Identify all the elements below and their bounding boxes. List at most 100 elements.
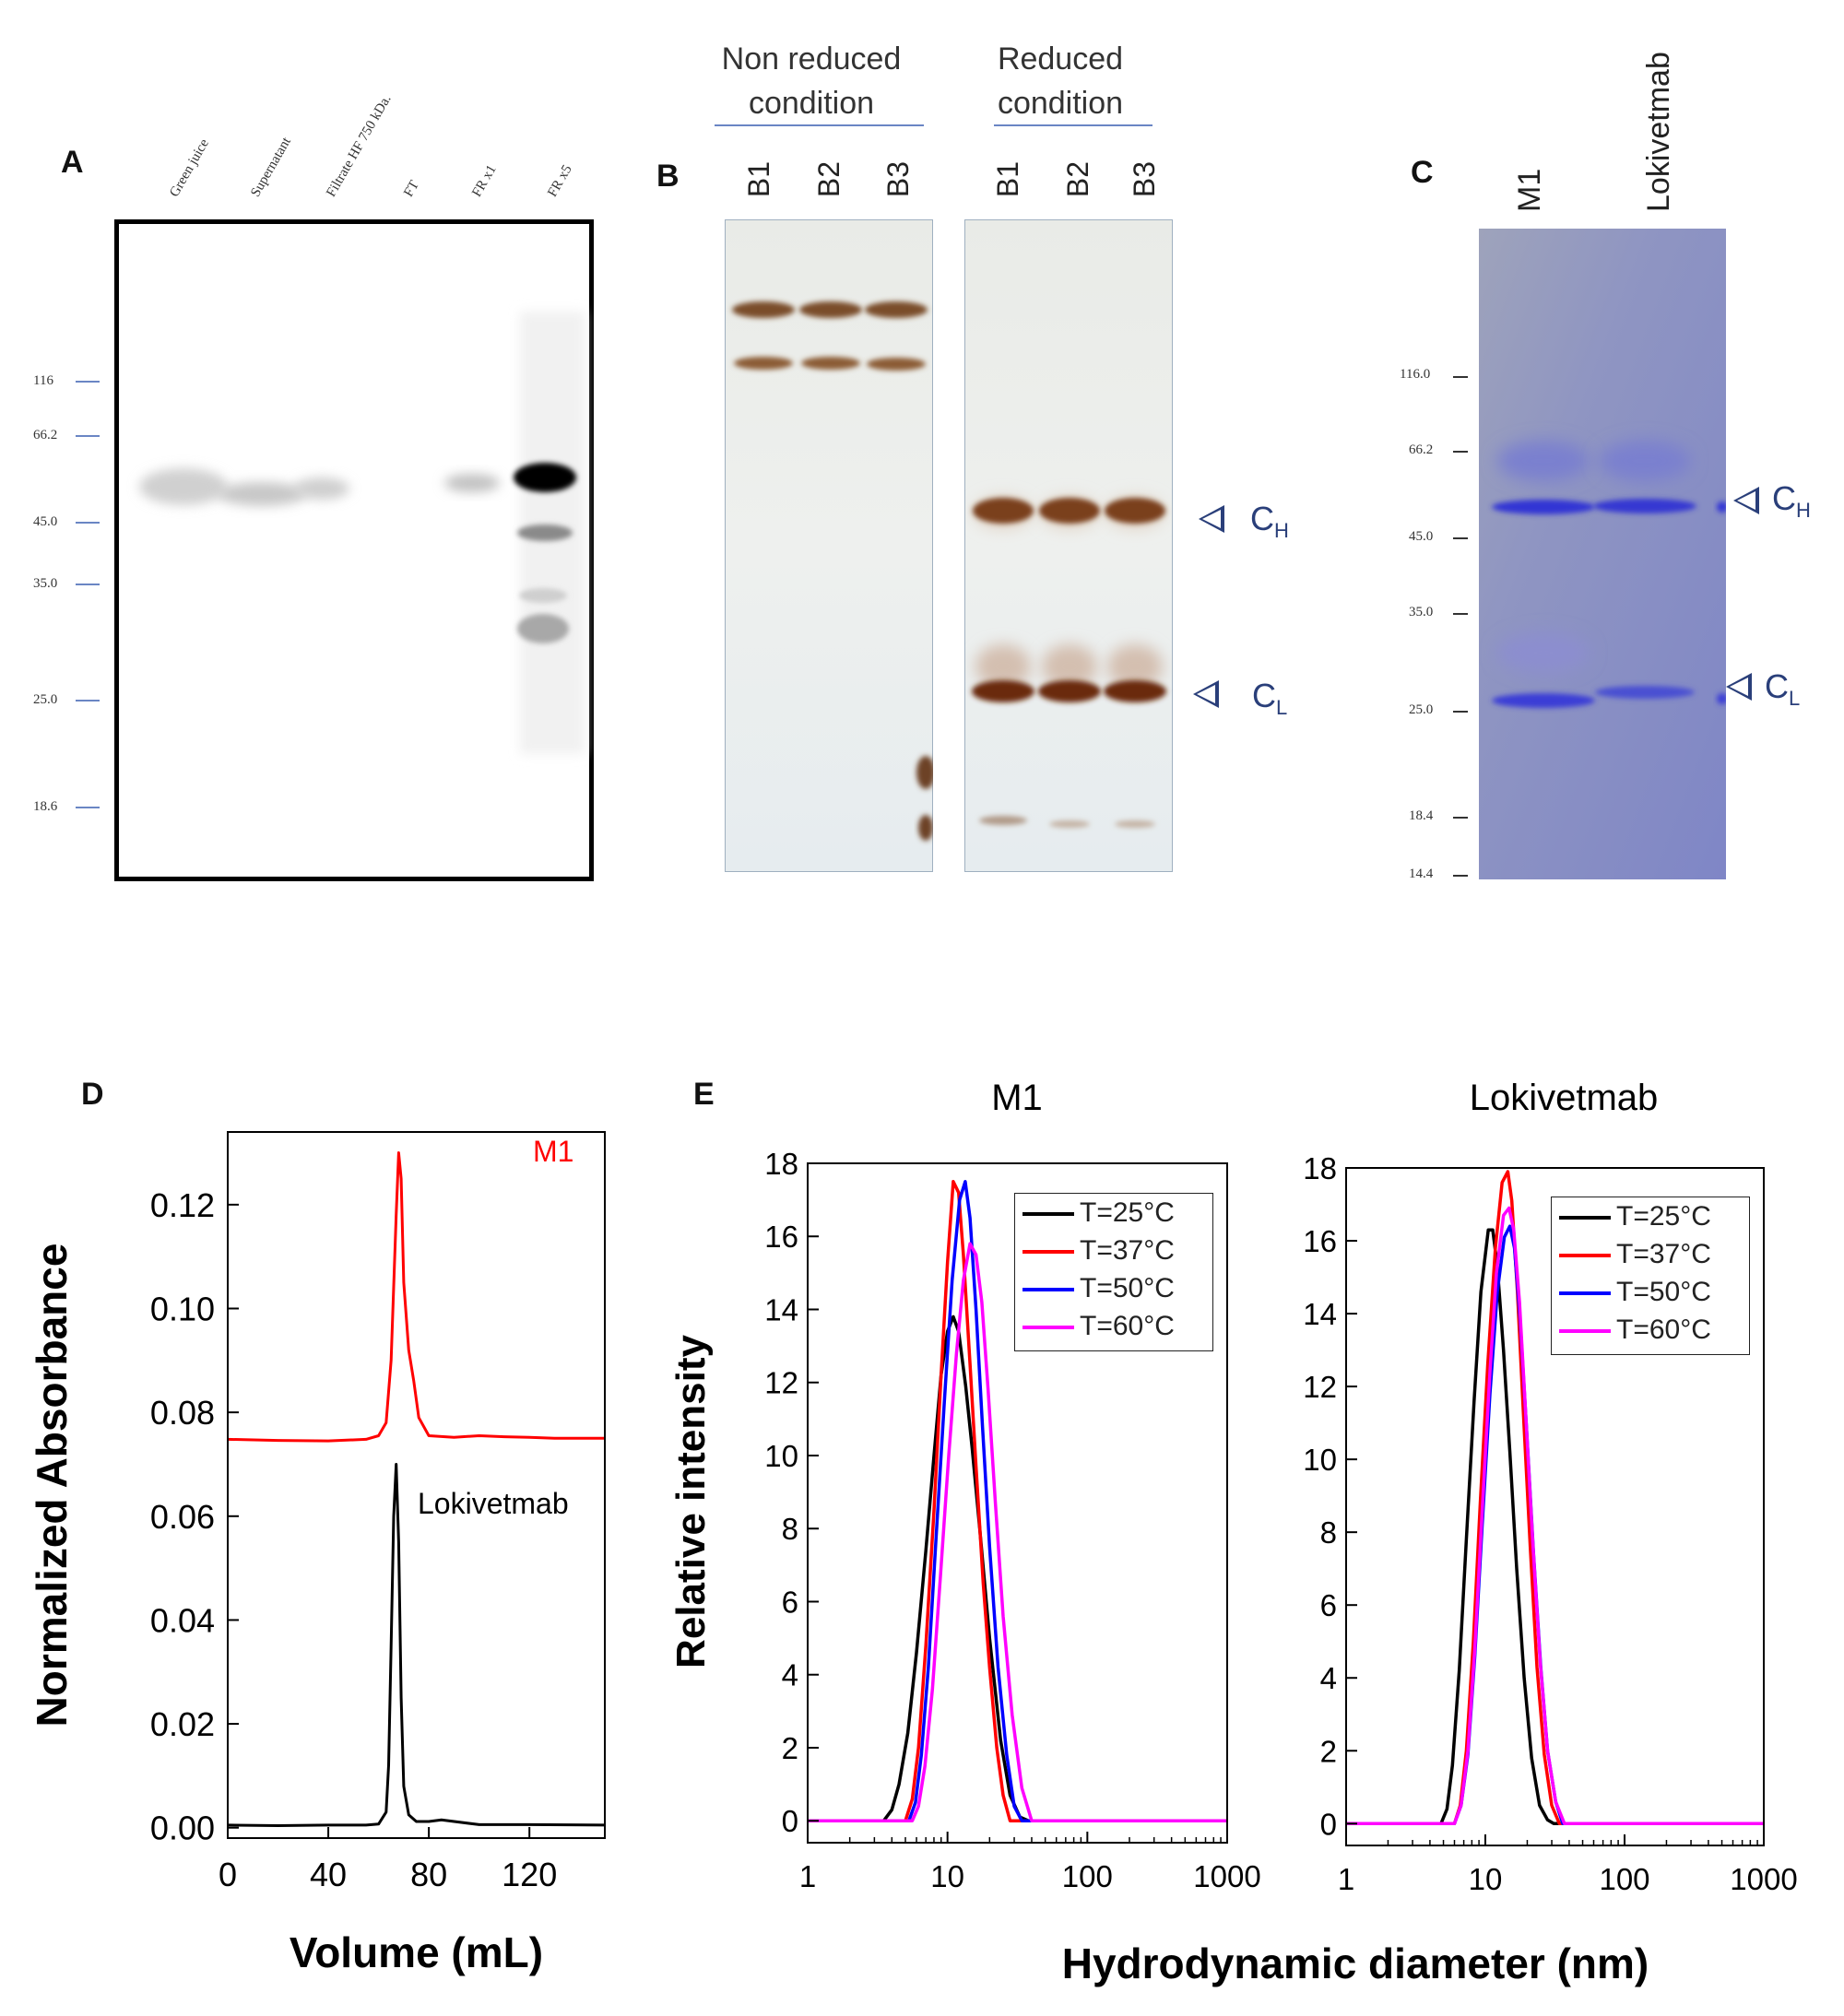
band-b-light bbox=[1038, 680, 1101, 702]
marker-tick bbox=[1453, 875, 1468, 877]
marker-tick bbox=[76, 381, 100, 383]
y-tick-label: 0 bbox=[782, 1804, 798, 1838]
x-tick-label: 1 bbox=[799, 1859, 816, 1893]
condition-underline bbox=[994, 124, 1152, 126]
legend-item-37: T=37°C bbox=[1022, 1235, 1175, 1267]
band-b-heavy bbox=[1039, 498, 1100, 524]
legend-label: T=25°C bbox=[1616, 1201, 1711, 1232]
y-tick-label: 16 bbox=[1303, 1224, 1337, 1258]
legend-swatch bbox=[1022, 1326, 1074, 1330]
chart-title: Lokivetmab bbox=[1470, 1078, 1659, 1118]
legend-item-60: T=60°C bbox=[1022, 1311, 1175, 1342]
gel-b-reduced bbox=[964, 219, 1173, 872]
x-tick-label: 1000 bbox=[1193, 1859, 1260, 1893]
y-tick-label: 2 bbox=[1320, 1734, 1337, 1768]
legend-swatch bbox=[1022, 1288, 1074, 1292]
legend-swatch bbox=[1559, 1216, 1611, 1220]
band-a bbox=[517, 614, 569, 643]
marker-a-35: 35.0 bbox=[33, 576, 58, 591]
legend-label: T=50°C bbox=[1080, 1273, 1175, 1303]
band-b-light bbox=[972, 680, 1034, 702]
legend-item-25: T=25°C bbox=[1559, 1201, 1711, 1232]
band-a bbox=[514, 463, 576, 492]
band-b bbox=[867, 358, 926, 371]
band-b bbox=[799, 301, 862, 318]
legend-label: T=37°C bbox=[1080, 1235, 1175, 1266]
lane-label-a-1: Green juice bbox=[167, 136, 212, 200]
y-tick-label: 4 bbox=[782, 1658, 798, 1692]
legend-label: T=37°C bbox=[1616, 1239, 1711, 1269]
panel-letter-c: C bbox=[1411, 155, 1434, 190]
legend-item-50: T=50°C bbox=[1559, 1277, 1711, 1308]
y-tick-label: 2 bbox=[782, 1731, 798, 1765]
label-c-heavy-sub: H bbox=[1796, 499, 1811, 523]
label-b-heavy-sub: H bbox=[1274, 519, 1289, 543]
band-a bbox=[519, 588, 567, 603]
marker-a-45: 45.0 bbox=[33, 514, 58, 529]
series-annotation-lokivetmab: Lokivetmab bbox=[418, 1487, 569, 1520]
y-tick-label: 12 bbox=[764, 1366, 798, 1400]
legend-item-60: T=60°C bbox=[1559, 1315, 1711, 1346]
series-line-m1 bbox=[227, 1151, 605, 1443]
y-tick-label: 0.08 bbox=[150, 1394, 215, 1432]
legend-swatch bbox=[1022, 1250, 1074, 1255]
x-axis-label: Volume (mL) bbox=[290, 1928, 543, 1976]
x-tick-label: 100 bbox=[1599, 1862, 1649, 1896]
x-axis-label: Hydrodynamic diameter (nm) bbox=[1062, 1939, 1649, 1987]
marker-tick bbox=[76, 700, 100, 701]
smear-b bbox=[975, 644, 1031, 689]
legend-swatch bbox=[1559, 1329, 1611, 1334]
lane-label-c-lokivetmab: Lokivetmab bbox=[1641, 52, 1676, 212]
marker-tick bbox=[76, 522, 100, 524]
y-tick-label: 4 bbox=[1320, 1661, 1337, 1695]
artifact-b bbox=[916, 756, 933, 789]
legend-swatch bbox=[1559, 1291, 1611, 1296]
blot-a bbox=[114, 219, 594, 881]
y-tick-label: 14 bbox=[764, 1292, 798, 1326]
legend-swatch bbox=[1022, 1212, 1074, 1217]
series-annotation-m1: M1 bbox=[533, 1135, 573, 1168]
arrow-c-heavy-icon-inner bbox=[1737, 491, 1755, 510]
legend-label: T=60°C bbox=[1080, 1311, 1175, 1341]
label-b-heavy: CH bbox=[1250, 500, 1289, 543]
band-b-heavy bbox=[973, 498, 1034, 524]
band-c-light bbox=[1595, 686, 1695, 699]
y-tick-label: 0.10 bbox=[150, 1291, 215, 1328]
y-axis-label: Relative intensity bbox=[668, 1335, 714, 1668]
marker-a-66: 66.2 bbox=[33, 428, 58, 442]
band-a bbox=[444, 474, 500, 492]
smear-b bbox=[1107, 644, 1163, 689]
band-b bbox=[734, 357, 793, 370]
y-tick-label: 6 bbox=[782, 1585, 798, 1619]
series-line-0-2 bbox=[808, 1180, 1227, 1822]
band-c-edge bbox=[1717, 693, 1726, 704]
marker-c-116: 116.0 bbox=[1400, 367, 1431, 382]
chart-title: M1 bbox=[991, 1078, 1043, 1118]
lane-label-b-nr-2: B2 bbox=[812, 160, 846, 198]
smear-c bbox=[1497, 632, 1590, 673]
legend-e-lokivetmab: T=25°C T=37°C T=50°C T=60°C bbox=[1551, 1197, 1750, 1355]
marker-a-25: 25.0 bbox=[33, 692, 58, 707]
y-tick-label: 0.04 bbox=[150, 1601, 215, 1639]
legend-label: T=50°C bbox=[1616, 1277, 1711, 1307]
smear-c bbox=[1497, 441, 1590, 481]
chart-e-dls: 0 2 4 6 8 10 12 14 16 18 1 10 100 1000 M1 0 2 4 6 8 10 12 14 16… bbox=[668, 1078, 1798, 1987]
y-tick-label: 0.06 bbox=[150, 1498, 215, 1536]
marker-c-25: 25.0 bbox=[1409, 702, 1434, 717]
legend-item-37: T=37°C bbox=[1559, 1239, 1711, 1270]
panel-letter-e: E bbox=[693, 1077, 715, 1112]
band-c-edge bbox=[1717, 501, 1726, 513]
plot-frame bbox=[807, 1162, 1228, 1844]
marker-tick bbox=[1453, 817, 1468, 819]
x-tick-label: 10 bbox=[1469, 1862, 1503, 1896]
x-tick-label: 1000 bbox=[1730, 1862, 1797, 1896]
band-b bbox=[979, 816, 1027, 825]
lane-label-c-m1: M1 bbox=[1512, 168, 1547, 212]
legend-item-25: T=25°C bbox=[1022, 1197, 1175, 1229]
marker-c-18: 18.4 bbox=[1409, 808, 1434, 823]
lane-label-a-4: FT bbox=[401, 178, 422, 200]
y-tick-label: 10 bbox=[1303, 1443, 1337, 1477]
series-line-lokivetmab bbox=[227, 1463, 606, 1827]
label-c-light-text: C bbox=[1765, 667, 1789, 705]
band-c-heavy bbox=[1593, 499, 1696, 513]
